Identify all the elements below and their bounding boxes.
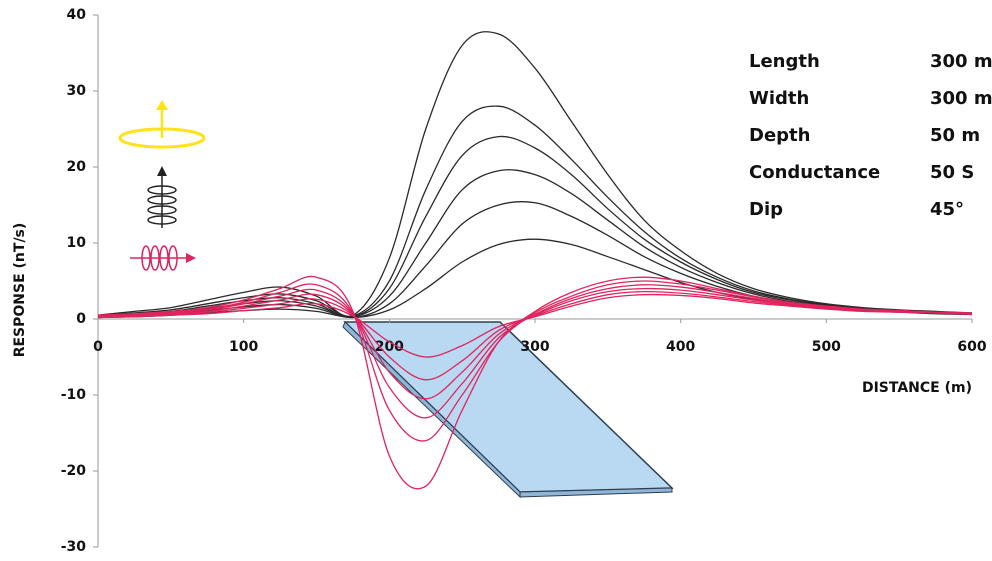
transmitter-icons [120,100,204,270]
page: RESPONSE (nT/s) DISTANCE (m) Length 300 m… [0,0,992,557]
x-tick-label: 100 [229,339,258,355]
y-tick-label: 30 [67,83,87,99]
x-axis-title: DISTANCE (m) [862,380,972,396]
y-tick-label: -30 [61,539,87,555]
param-value: 45° [930,199,964,220]
y-tick-label: -10 [61,387,87,403]
param-label: Depth [749,125,810,146]
chart: RESPONSE (nT/s) DISTANCE (m) Length 300 m… [0,0,992,557]
x-tick-label: 600 [957,339,986,355]
param-value: 300 m [930,88,992,109]
y-tick-label: 0 [76,311,86,327]
y-tick-label: 40 [67,7,87,23]
param-label: Length [749,51,820,72]
x-tick-label: 0 [93,339,103,355]
x-tick-label: 500 [812,339,841,355]
parameter-table: Length 300 m Width 300 m Depth 50 m Conductanc… [749,51,992,220]
y-tick-label: 20 [67,159,87,175]
param-value: 50 S [930,162,974,183]
param-value: 300 m [930,51,992,72]
y-tick-label: 10 [67,235,87,251]
param-value: 50 m [930,125,980,146]
x-tick-label: 400 [666,339,695,355]
x-tick-label: 300 [520,339,549,355]
y-tick-label: -20 [61,463,87,479]
y-axis-title: RESPONSE (nT/s) [12,223,28,358]
param-label: Conductance [749,162,880,183]
param-label: Dip [749,199,783,220]
series-line [98,106,972,316]
param-label: Width [749,88,809,109]
